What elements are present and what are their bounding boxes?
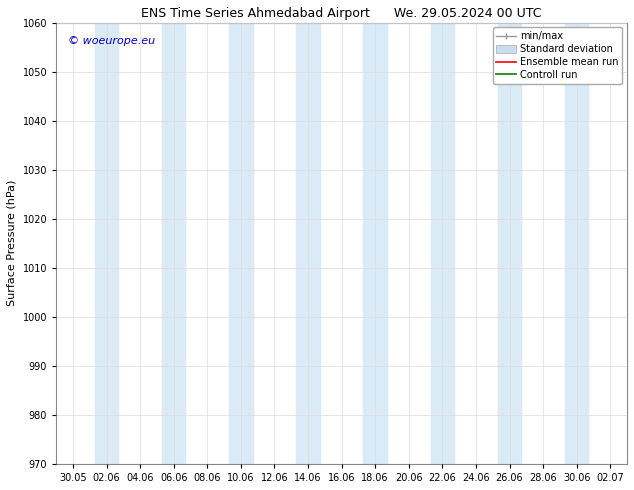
Bar bbox=[565, 23, 588, 464]
Legend: min/max, Standard deviation, Ensemble mean run, Controll run: min/max, Standard deviation, Ensemble me… bbox=[493, 27, 622, 84]
Title: ENS Time Series Ahmedabad Airport      We. 29.05.2024 00 UTC: ENS Time Series Ahmedabad Airport We. 29… bbox=[141, 7, 542, 20]
Y-axis label: Surface Pressure (hPa): Surface Pressure (hPa) bbox=[7, 180, 17, 306]
Bar bbox=[162, 23, 186, 464]
Bar bbox=[296, 23, 320, 464]
Bar bbox=[363, 23, 387, 464]
Bar bbox=[498, 23, 521, 464]
Bar bbox=[229, 23, 252, 464]
Bar bbox=[94, 23, 119, 464]
Text: © woeurope.eu: © woeurope.eu bbox=[68, 36, 155, 46]
Bar bbox=[430, 23, 454, 464]
